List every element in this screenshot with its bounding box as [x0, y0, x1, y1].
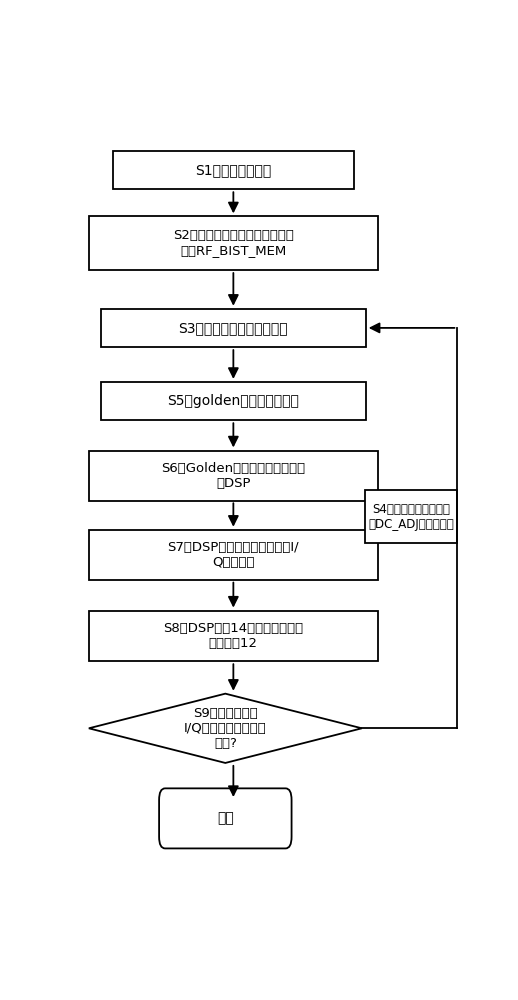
- FancyBboxPatch shape: [89, 451, 378, 501]
- Polygon shape: [89, 694, 362, 763]
- Text: S4、待测芯片调整发射
机DC_ADJ模块中配置: S4、待测芯片调整发射 机DC_ADJ模块中配置: [368, 503, 454, 531]
- Text: S6、Golden芯片将存储信号传输
给DSP: S6、Golden芯片将存储信号传输 给DSP: [161, 462, 306, 490]
- Text: S2、待测芯片中固件将预设信号
写入RF_BIST_MEM: S2、待测芯片中固件将预设信号 写入RF_BIST_MEM: [173, 229, 294, 257]
- FancyBboxPatch shape: [89, 611, 378, 661]
- FancyBboxPatch shape: [101, 382, 366, 420]
- FancyBboxPatch shape: [159, 788, 292, 848]
- FancyBboxPatch shape: [365, 490, 457, 543]
- Text: S3、待测芯片发射预设信号: S3、待测芯片发射预设信号: [179, 321, 288, 335]
- FancyBboxPatch shape: [113, 151, 354, 189]
- FancyBboxPatch shape: [89, 216, 378, 270]
- Text: S1、进入测试模式: S1、进入测试模式: [195, 163, 271, 177]
- Text: S8、DSP芯片14反馈计算结果给
测试机台12: S8、DSP芯片14反馈计算结果给 测试机台12: [163, 622, 304, 650]
- Text: S5、golden芯片接收并存储: S5、golden芯片接收并存储: [167, 394, 299, 408]
- FancyBboxPatch shape: [89, 530, 378, 580]
- FancyBboxPatch shape: [101, 309, 366, 347]
- Text: S7、DSP芯片计算直流分量和I/
Q通道偏模: S7、DSP芯片计算直流分量和I/ Q通道偏模: [167, 541, 299, 569]
- Text: S9、直流分量和
I/Q通道偏模是否满足
要求?: S9、直流分量和 I/Q通道偏模是否满足 要求?: [184, 707, 267, 750]
- Text: 结束: 结束: [217, 811, 234, 825]
